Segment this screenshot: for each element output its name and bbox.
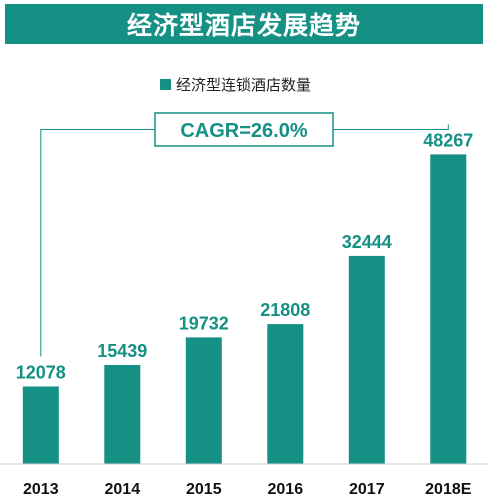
tick-label-2017: 2017 (349, 481, 385, 498)
cagr-box (154, 112, 334, 147)
legend-label: 经济型连锁酒店数量 (176, 76, 311, 94)
x-axis-ticks: 2013 2014 2015 2016 2017 2018E (23, 481, 472, 498)
value-label-2018E: 48267 (423, 130, 473, 150)
tick-label-2016: 2016 (268, 481, 304, 498)
cagr-annotation: CAGR=26.0% (40, 112, 449, 357)
bar-2013 (22, 386, 59, 464)
value-label-2016: 21808 (260, 300, 310, 320)
title-bar: 经济型酒店发展趋势 (5, 4, 483, 44)
value-label-2017: 32444 (342, 232, 392, 252)
value-label-2013: 12078 (16, 363, 66, 383)
cagr-label: CAGR=26.0% (180, 120, 307, 142)
value-label-2014: 15439 (97, 341, 147, 361)
bar-2015 (185, 337, 222, 464)
bar-2014 (104, 365, 141, 464)
legend: 经济型连锁酒店数量 (160, 76, 311, 94)
bars (22, 154, 467, 464)
value-label-2015: 19732 (179, 313, 229, 333)
tick-label-2014: 2014 (105, 481, 141, 498)
legend-swatch (160, 79, 171, 90)
tick-label-2015: 2015 (186, 481, 222, 498)
bar-2017 (348, 255, 385, 464)
bar-2016 (267, 324, 304, 464)
bar-2018E (430, 154, 467, 464)
chart-title: 经济型酒店发展趋势 (126, 11, 361, 40)
value-labels: 12078 15439 19732 21808 32444 48267 (16, 130, 474, 382)
tick-label-2018E: 2018E (425, 481, 472, 498)
tick-label-2013: 2013 (23, 481, 59, 498)
